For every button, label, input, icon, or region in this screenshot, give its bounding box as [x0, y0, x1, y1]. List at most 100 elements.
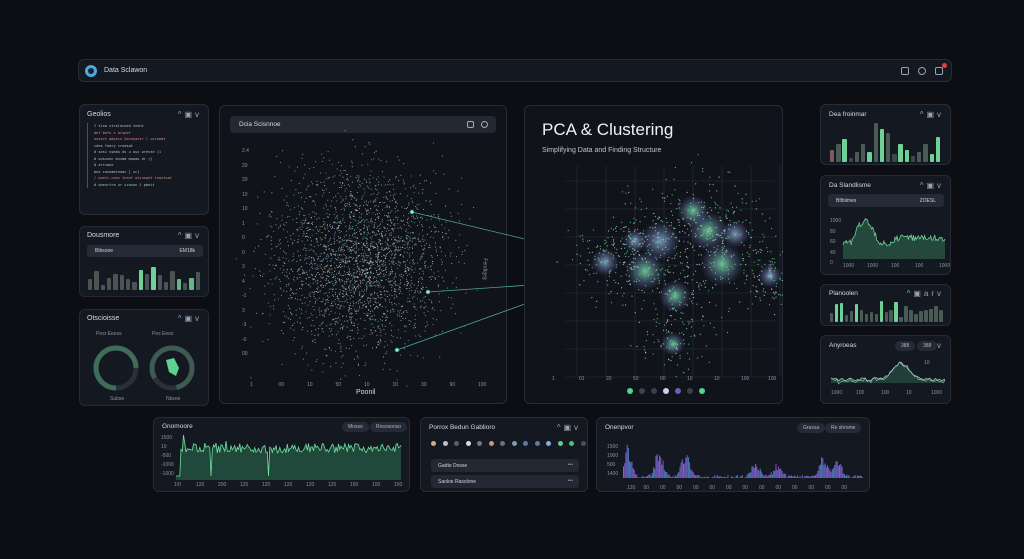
scatter-point: [403, 261, 405, 263]
scatter-point: [392, 335, 394, 338]
copy-icon[interactable]: [467, 121, 474, 128]
scatter-point: [386, 309, 388, 311]
scatter-point: [342, 219, 344, 221]
scatter-point: [412, 261, 414, 263]
color-dot[interactable]: [465, 441, 471, 446]
scatter-point: [306, 257, 308, 259]
panel-controls[interactable]: ^▣v: [177, 231, 202, 240]
color-dot[interactable]: [454, 441, 459, 446]
histogram-bar: [705, 477, 707, 478]
more-icon[interactable]: •••: [567, 478, 573, 484]
cluster-point: [592, 229, 594, 231]
color-dot[interactable]: [488, 441, 494, 446]
cluster-point: [599, 245, 601, 247]
bar: [864, 314, 869, 322]
panel-controls[interactable]: ^▣v: [556, 423, 581, 432]
scatter-point: [310, 262, 312, 264]
cluster-point: [673, 345, 675, 347]
search-icon[interactable]: [481, 121, 488, 128]
cluster-point: [639, 221, 641, 223]
panel-controls[interactable]: ^▣v: [919, 110, 944, 119]
panel-controls[interactable]: ^▣v: [177, 314, 202, 323]
more-icon[interactable]: •••: [567, 462, 573, 468]
color-dot[interactable]: [500, 441, 505, 446]
scatter-point: [341, 239, 344, 241]
filter-pill[interactable]: Mnsso: [342, 422, 369, 432]
cluster-point: [678, 332, 681, 334]
scatter-point: [355, 290, 357, 292]
scatter-point: [284, 262, 286, 265]
legend-dot[interactable]: [687, 388, 693, 394]
color-dot[interactable]: [431, 441, 436, 446]
filter-dropdown[interactable]: Rnsosonso: [370, 422, 408, 432]
scatter-point: [432, 307, 434, 309]
cluster-point: [625, 255, 627, 258]
scatter-point: [289, 235, 291, 237]
cluster-point: [715, 251, 717, 253]
scatter-point: [319, 324, 321, 327]
scatter-point: [368, 280, 370, 282]
scatter-point: [366, 269, 368, 271]
filter-pill[interactable]: 388: [895, 341, 916, 351]
panel-controls[interactable]: ^▣arv: [906, 289, 944, 298]
search-field[interactable]: Bibsooe EM18k: [87, 245, 203, 257]
panel-controls[interactable]: ^▣v: [919, 181, 944, 190]
scatter-point: [278, 278, 280, 280]
list-item[interactable]: Saoloe Rasolone •••: [431, 475, 579, 488]
cluster-point: [709, 266, 711, 268]
cluster-point: [658, 322, 660, 325]
scatter-point: [382, 356, 385, 358]
scatter-point: [298, 287, 300, 289]
color-dot[interactable]: [442, 441, 448, 446]
scatter-point: [331, 273, 333, 276]
color-dot[interactable]: [546, 441, 551, 446]
scatter-point: [387, 280, 389, 282]
search-icon[interactable]: [918, 67, 926, 75]
scatter-point: [409, 239, 411, 241]
scatter-point: [380, 273, 382, 275]
scatter-point: [368, 276, 370, 278]
cluster-point: [626, 269, 628, 272]
color-dot[interactable]: [523, 441, 528, 446]
color-dot[interactable]: [477, 441, 482, 446]
search-field[interactable]: Bfibiimes ZOESL: [828, 194, 944, 207]
color-dot[interactable]: [511, 441, 517, 446]
scatter-point: [429, 247, 431, 249]
filter-pill[interactable]: 388: [917, 341, 938, 351]
scatter-point: [322, 286, 324, 289]
scatter-point: [353, 358, 356, 360]
scatter-point: [334, 293, 337, 295]
list-item[interactable]: Gadte Dosse •••: [431, 459, 579, 472]
legend-dot[interactable]: [675, 388, 681, 394]
scatter-point: [289, 272, 291, 274]
panel-controls[interactable]: ^▣v: [177, 110, 202, 119]
scatter-point: [418, 233, 420, 235]
legend-dot[interactable]: [627, 388, 633, 394]
notifications-icon[interactable]: [935, 67, 943, 75]
scatter-point: [443, 173, 445, 175]
scatter-point: [338, 271, 340, 273]
scatter-point: [373, 241, 375, 243]
color-dot[interactable]: [557, 441, 563, 446]
scatter-point: [387, 245, 389, 247]
color-dot[interactable]: [569, 441, 574, 446]
legend-dot[interactable]: [699, 388, 705, 394]
search-field[interactable]: Dcia Scisnnoe: [230, 116, 496, 133]
export-icon[interactable]: [901, 67, 909, 75]
scatter-point: [342, 362, 344, 364]
chevron-down-icon[interactable]: v: [937, 341, 944, 350]
filter-dropdown[interactable]: Re shrome: [825, 423, 862, 433]
x-tick: 10: [307, 382, 313, 388]
cluster-point: [641, 257, 643, 259]
scatter-point: [394, 283, 396, 285]
legend-dot[interactable]: [663, 388, 669, 394]
scatter-point: [342, 286, 344, 288]
color-dot[interactable]: [534, 441, 540, 446]
filter-pill[interactable]: Grassa: [797, 423, 826, 433]
legend-dot[interactable]: [639, 388, 645, 394]
color-dot[interactable]: [580, 441, 586, 446]
scatter-point: [359, 374, 361, 376]
x-tick: 00: [825, 485, 831, 491]
cluster-point: [699, 333, 701, 335]
legend-dot[interactable]: [651, 388, 657, 394]
